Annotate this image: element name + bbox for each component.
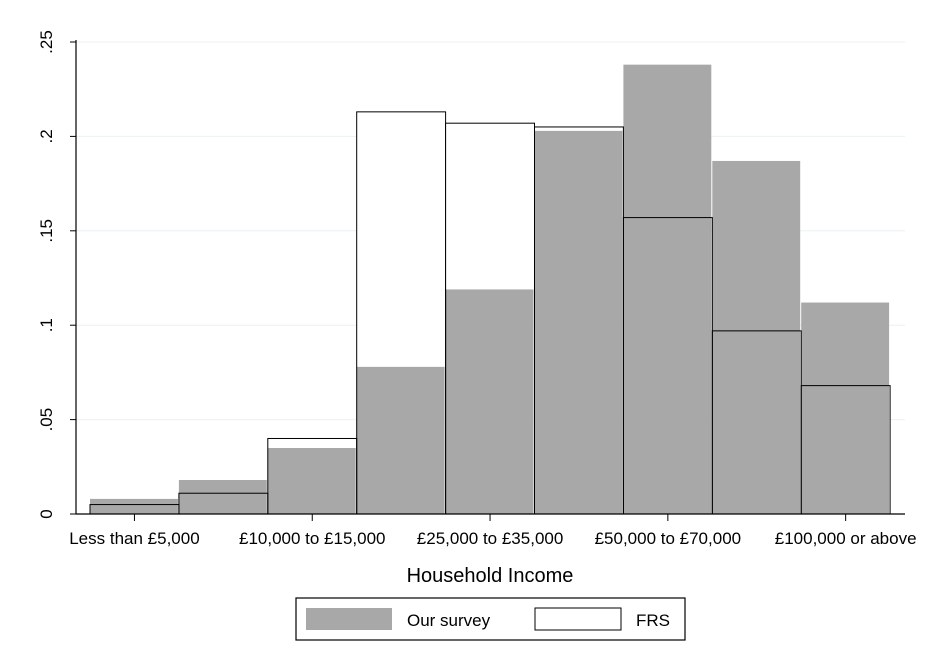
x-axis-ticks: Less than £5,000 £10,000 to £15,000 £25,00… (69, 514, 917, 548)
bar-survey-5-000-to-10-000 (178, 480, 267, 514)
y-tick-label-5: .25 (37, 30, 56, 54)
y-tick-label-2: .1 (37, 318, 56, 332)
bar-frs-fill-10-000-to-15-000 (267, 438, 357, 448)
legend-label-survey: Our survey (407, 611, 491, 630)
x-axis-title: Household Income (407, 565, 574, 587)
bar-frs-fill-25-000-to-35-000 (445, 123, 535, 290)
bar-frs-fill-35-000-to-50-000 (534, 126, 624, 131)
x-tick-label-1: £10,000 to £15,000 (239, 529, 386, 548)
y-tick-label-3: .15 (37, 219, 56, 243)
x-tick-label-4: £100,000 or above (775, 529, 917, 548)
x-tick-label-3: £50,000 to £70,000 (595, 529, 742, 548)
bar-survey-25-000-to-35-000 (445, 289, 534, 514)
x-tick-label-0: Less than £5,000 (69, 529, 199, 548)
legend: Our survey FRS (295, 597, 686, 641)
bar-survey-15-000-to-25-000 (356, 366, 445, 514)
bar-survey-less-than-5-000 (90, 498, 178, 514)
bar-survey-100-000-or-above (801, 302, 890, 514)
legend-label-frs: FRS (636, 611, 670, 630)
bar-survey-50-000-to-70-000 (623, 64, 712, 514)
bar-survey-70-000-to-100-000 (712, 160, 801, 514)
y-tick-label-4: .2 (37, 129, 56, 143)
legend-swatch-survey (306, 608, 392, 630)
survey-bars (90, 64, 890, 514)
y-tick-label-0: 0 (37, 509, 56, 518)
x-tick-label-2: £25,000 to £35,000 (417, 529, 564, 548)
y-tick-label-1: .05 (37, 408, 56, 432)
bar-survey-35-000-to-50-000 (534, 130, 623, 514)
bar-frs-fill-15-000-to-25-000 (356, 111, 446, 367)
bar-survey-10-000-to-15-000 (267, 447, 356, 514)
frs-bars (89, 111, 891, 515)
legend-swatch-frs (534, 607, 622, 631)
y-axis-ticks: 0 .05 .1 .15 .2 .25 (37, 30, 76, 519)
